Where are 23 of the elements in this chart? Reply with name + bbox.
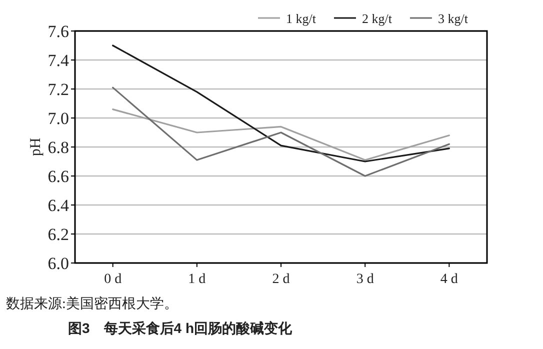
legend-label: 1 kg/t	[286, 11, 316, 26]
x-tick-label: 4 d	[440, 272, 458, 287]
x-tick-label: 0 d	[104, 272, 122, 287]
x-tick-label: 1 d	[188, 272, 206, 287]
y-axis-title: pH	[28, 138, 44, 156]
line-series	[112, 108, 450, 161]
y-tick-label: 7.4	[48, 51, 70, 70]
y-tick-label: 7.2	[48, 80, 69, 99]
legend-label: 3 kg/t	[438, 11, 468, 26]
line-series	[112, 86, 450, 177]
y-tick-label: 6.2	[48, 225, 69, 244]
y-tick-label: 6.4	[48, 196, 70, 215]
caption: 图3 每天采食后4 h回肠的酸碱变化	[68, 320, 294, 336]
y-tick-label: 7.0	[48, 109, 69, 128]
x-tick-label: 2 d	[272, 272, 290, 287]
y-tick-label: 6.6	[48, 167, 69, 186]
line-series	[112, 44, 450, 162]
x-tick-label: 3 d	[356, 272, 374, 287]
y-tick-label: 6.8	[48, 138, 69, 157]
legend-label: 2 kg/t	[362, 11, 392, 26]
y-tick-label: 7.6	[48, 22, 69, 41]
y-tick-label: 6.0	[48, 254, 69, 273]
source-note: 数据来源:美国密西根大学。	[6, 296, 178, 312]
